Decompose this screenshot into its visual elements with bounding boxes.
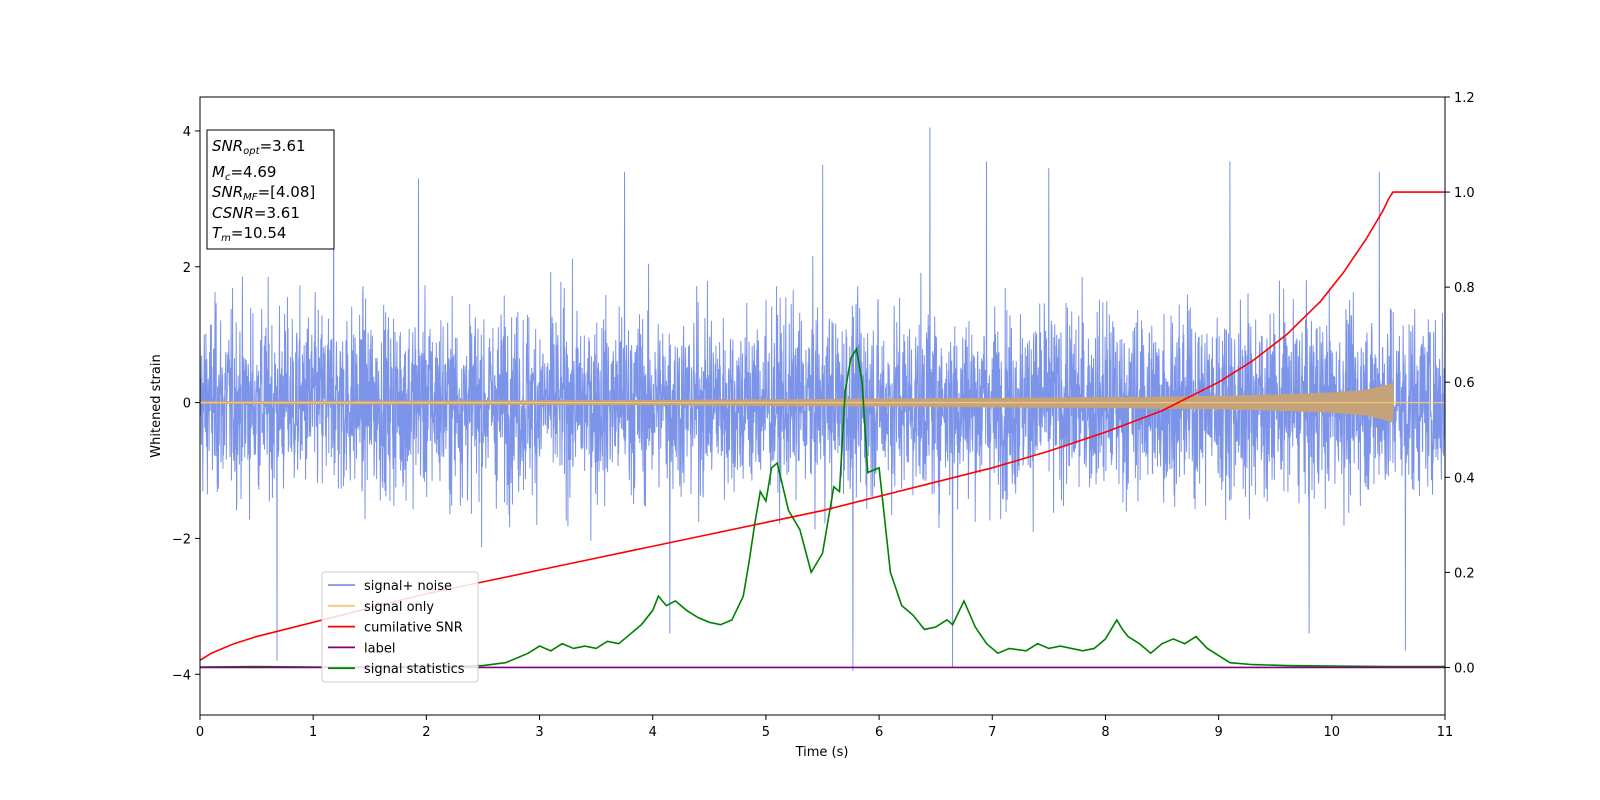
- x-tick-label: 1: [309, 725, 317, 740]
- annotation-line: SNRopt=3.61: [212, 137, 306, 157]
- x-tick-label: 11: [1437, 725, 1454, 740]
- legend-entry: signal+ noise: [364, 579, 452, 594]
- signal-only-series: [200, 382, 1445, 423]
- legend-entry: label: [364, 641, 395, 656]
- x-axis-label: Time (s): [795, 745, 849, 760]
- annotation-line: CSNR=3.61: [212, 204, 300, 222]
- x-tick-label: 8: [1101, 725, 1109, 740]
- annotation-frame: [206, 129, 335, 250]
- y-right-tick-label: 1.2: [1454, 91, 1475, 106]
- signal-statistics-line: [200, 346, 1445, 668]
- y-right-tick-label: 0.8: [1454, 281, 1475, 296]
- legend-entry: cumilative SNR: [364, 621, 463, 636]
- signal-noise-line: [200, 127, 1445, 671]
- y-right-tick-label: 0.6: [1454, 376, 1475, 391]
- x-tick-label: 7: [988, 725, 996, 740]
- x-tick-label: 10: [1324, 725, 1341, 740]
- x-axis: 0 1 2 3 4 5 6 7 8 9 10 11: [196, 715, 1453, 740]
- annotation-line: Tm=10.54: [212, 224, 286, 244]
- x-tick-label: 3: [535, 725, 543, 740]
- x-tick-label: 5: [762, 725, 770, 740]
- annotation-line: SNRMF=[4.08]: [212, 183, 315, 203]
- y-left-tick-label: 2: [183, 261, 191, 276]
- plot-frame: [199, 96, 1446, 716]
- y-left-tick-label: −2: [172, 532, 191, 547]
- y-left-tick-label: 0: [183, 397, 191, 412]
- legend: signal+ noise signal only cumilative SNR la…: [321, 571, 479, 683]
- y-right-tick-label: 0.2: [1454, 566, 1475, 581]
- y-right-tick-label: 0.4: [1454, 471, 1475, 486]
- legend-entry: signal only: [364, 600, 434, 615]
- x-tick-label: 9: [1214, 725, 1222, 740]
- y-axis-left: −4 −2 0 2 4: [172, 125, 200, 683]
- legend-frame: [321, 571, 479, 683]
- y-left-tick-label: 4: [183, 125, 191, 140]
- x-tick-label: 6: [875, 725, 883, 740]
- annotation-line: Mc=4.69: [212, 163, 276, 183]
- x-tick-label: 0: [196, 725, 204, 740]
- y-right-tick-label: 1.0: [1454, 186, 1475, 201]
- x-tick-label: 4: [649, 725, 657, 740]
- x-tick-label: 2: [422, 725, 430, 740]
- y-left-tick-label: −4: [172, 668, 191, 683]
- legend-entry: signal statistics: [364, 662, 465, 677]
- y-axis-right: 0.0 0.2 0.4 0.6 0.8 1.0 1.2: [1445, 91, 1475, 676]
- y-axis-label: Whitened strain: [149, 354, 164, 457]
- signal-noise-series: [200, 127, 1445, 671]
- y-right-tick-label: 0.0: [1454, 661, 1475, 676]
